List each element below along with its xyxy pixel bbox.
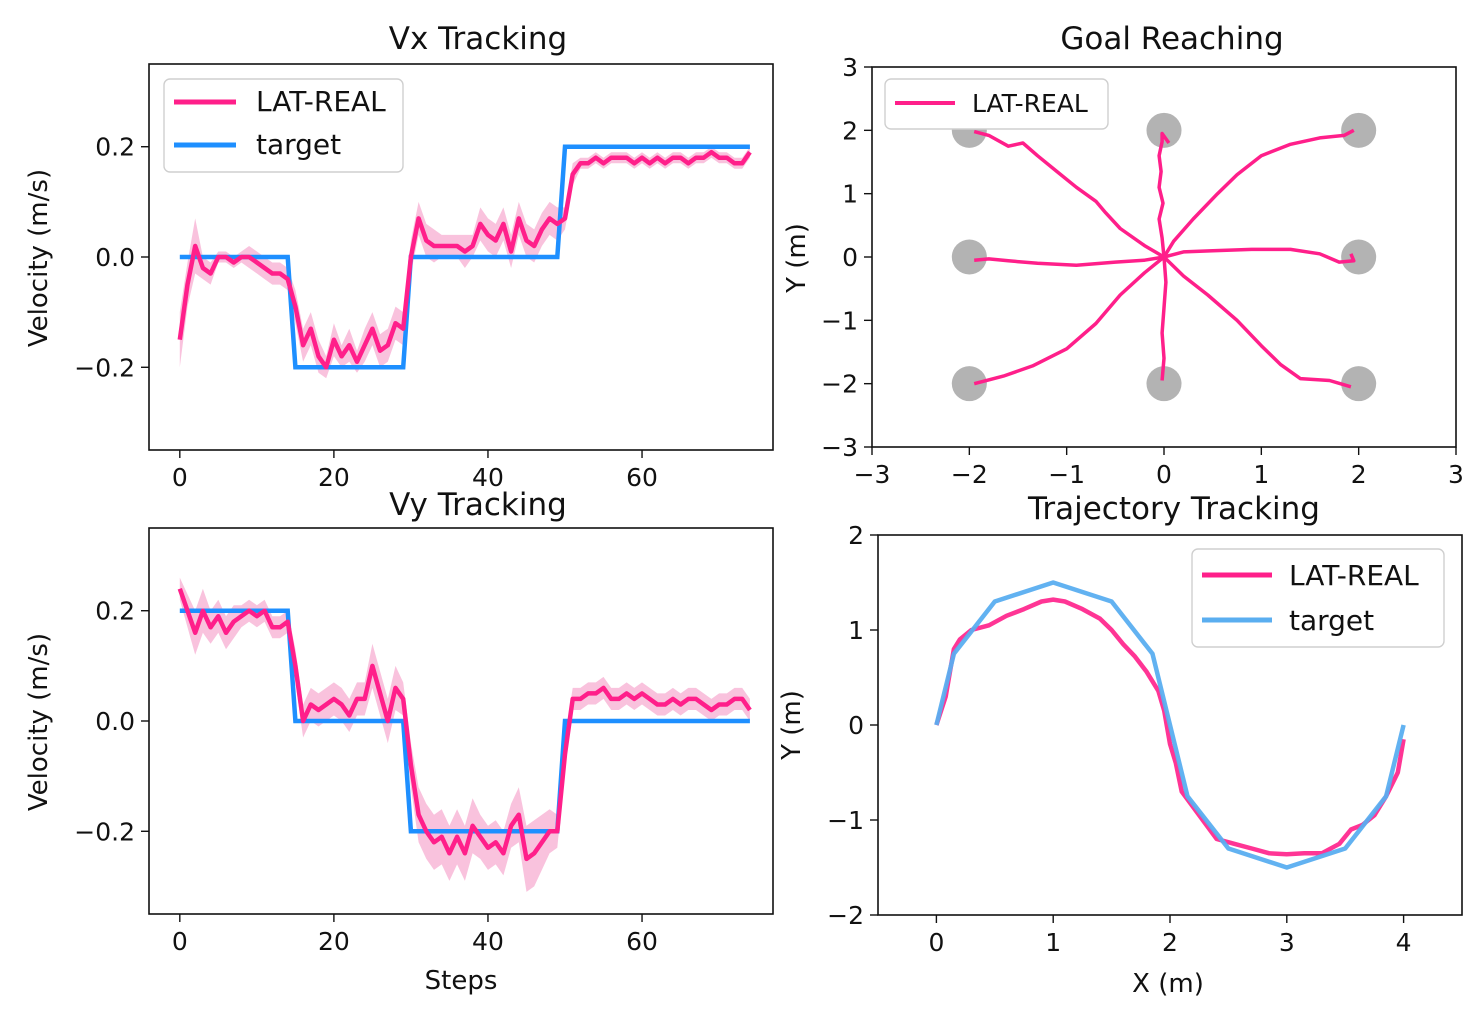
traj-title: Trajectory Tracking [1027, 491, 1320, 527]
traj-ytick-label: 0 [848, 711, 864, 740]
vx-xtick-label: 60 [626, 463, 658, 492]
goal-ytick-label: 2 [842, 116, 858, 145]
vy-xtick-label: 0 [172, 927, 188, 956]
goal-marker [951, 239, 987, 275]
vy-title: Vy Tracking [389, 487, 567, 523]
goal-lat-real-path [974, 255, 1165, 267]
vy-tracking-panel: Vy Tracking Velocity (m/s) Steps 0 20 40 60… [24, 487, 774, 996]
goal-xtick-label: 1 [1253, 460, 1269, 489]
vx-xtick-label: 0 [172, 463, 188, 492]
vy-lat-real-band [179, 577, 750, 892]
vx-xtick-label: 40 [472, 463, 504, 492]
traj-xtick-label: 1 [1045, 928, 1061, 957]
goal-marker [1341, 112, 1377, 148]
goal-marker [1146, 366, 1182, 402]
vx-xtick-label: 20 [318, 463, 350, 492]
goal-reaching-panel: Goal Reaching Y (m) −3 −2 −1 0 1 2 3 −3 −2 −1 0 1 2 3… [782, 21, 1464, 489]
vx-ytick-label: −0.2 [74, 353, 135, 382]
goal-xtick-label: −2 [951, 460, 988, 489]
goal-marker [1146, 112, 1182, 148]
goal-xtick-label: −1 [1048, 460, 1085, 489]
goal-lat-real-path [1163, 247, 1356, 264]
goal-ytick-label: 0 [842, 243, 858, 272]
traj-legend: LAT-REAL target [1191, 548, 1445, 648]
goal-lat-real-path [1157, 131, 1171, 258]
goal-xtick-label: 0 [1156, 460, 1172, 489]
traj-xtick-label: 0 [928, 928, 944, 957]
traj-legend-label-lat-real: LAT-REAL [1289, 559, 1419, 592]
goal-xtick-label: 2 [1351, 460, 1367, 489]
vx-ytick-label: 0.2 [95, 133, 135, 162]
vy-xtick-label: 40 [472, 927, 504, 956]
vx-tracking-panel: Vx Tracking Velocity (m/s) 0 20 40 60 −0.2 0.… [24, 21, 774, 492]
vx-axes-frame [148, 63, 774, 451]
vy-xlabel: Steps [425, 966, 498, 996]
traj-target-line [934, 580, 1406, 870]
vx-lat-real-line [177, 149, 752, 370]
traj-xlabel: X (m) [1132, 969, 1204, 999]
vx-legend-label-lat-real: LAT-REAL [256, 85, 386, 118]
vy-ytick-label: −0.2 [74, 817, 135, 846]
goal-lat-real-path [1162, 128, 1355, 258]
vy-xtick-label: 60 [626, 927, 658, 956]
goal-ytick-label: −3 [821, 433, 858, 462]
traj-xtick-label: 4 [1396, 928, 1412, 957]
goal-marker [1341, 239, 1377, 275]
traj-legend-label-target: target [1289, 604, 1374, 637]
goal-legend-box [884, 78, 1109, 130]
traj-ytick-label: 1 [848, 616, 864, 645]
vy-ytick-label: 0.0 [95, 707, 135, 736]
traj-xtick-label: 3 [1279, 928, 1295, 957]
traj-ytick-label: −2 [827, 901, 864, 930]
goal-legend: LAT-REAL [884, 78, 1109, 130]
goal-ylabel: Y (m) [782, 223, 812, 294]
vy-ylabel: Velocity (m/s) [24, 633, 54, 811]
traj-ylabel: Y (m) [777, 690, 807, 761]
goal-lat-real-path [1162, 255, 1352, 389]
goal-title: Goal Reaching [1060, 21, 1283, 57]
vx-ylabel: Velocity (m/s) [24, 169, 54, 347]
traj-ytick-label: 2 [848, 521, 864, 550]
vx-ytick-label: 0.0 [95, 243, 135, 272]
vy-axes-frame [148, 527, 774, 915]
vx-title: Vx Tracking [389, 21, 567, 57]
traj-axes-frame [877, 534, 1463, 916]
goal-xtick-label: −3 [854, 460, 891, 489]
goal-legend-label-lat-real: LAT-REAL [972, 89, 1088, 118]
goal-lat-real-path [1160, 256, 1168, 381]
goal-lat-real-path [973, 129, 1165, 259]
goal-lat-real-path [973, 255, 1166, 386]
vy-xtick-label: 20 [318, 927, 350, 956]
traj-xtick-label: 2 [1162, 928, 1178, 957]
goal-axes-frame [871, 66, 1457, 448]
vx-legend: LAT-REAL target [163, 78, 404, 173]
traj-ytick-label: −1 [827, 806, 864, 835]
goal-ytick-label: −1 [821, 306, 858, 335]
trajectory-tracking-panel: Trajectory Tracking Y (m) X (m) 0 1 2 3 4 −2 −… [777, 491, 1463, 999]
goal-ytick-label: −2 [821, 370, 858, 399]
goal-marker [1341, 366, 1377, 402]
goal-ytick-label: 1 [842, 180, 858, 209]
vx-legend-label-target: target [256, 128, 341, 161]
vy-lat-real-line [177, 587, 752, 862]
vy-ytick-label: 0.2 [95, 597, 135, 626]
vx-target-line [179, 144, 750, 370]
goal-marker [951, 366, 987, 402]
goal-xtick-label: 3 [1448, 460, 1464, 489]
goal-ytick-label: 3 [842, 53, 858, 82]
vx-lat-real-band [179, 146, 750, 379]
vy-target-line [179, 608, 750, 834]
